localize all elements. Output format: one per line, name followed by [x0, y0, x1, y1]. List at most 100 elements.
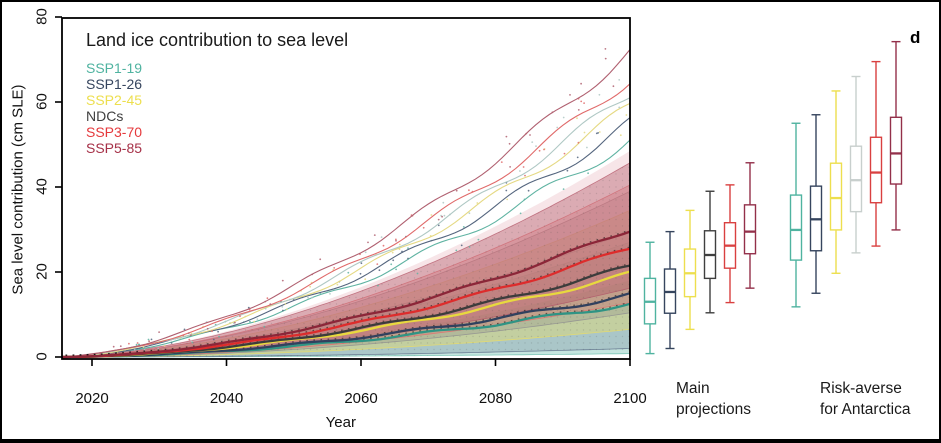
- boxplot-main-SSP5-85: [743, 162, 757, 289]
- scatter-dot: [309, 285, 312, 288]
- scatter-dot: [289, 298, 291, 301]
- boxplot-main-NDCs: [703, 190, 717, 314]
- scatter-dot: [190, 340, 193, 343]
- median-line-SSP1-26: [62, 292, 630, 359]
- legend-item-NDCs: NDCs: [86, 108, 124, 124]
- scatter-dot: [612, 85, 615, 88]
- scatter-dot: [378, 269, 381, 272]
- scatter-dot: [266, 297, 269, 300]
- scatter-dot: [311, 296, 313, 299]
- boxplot-main-SSP2-45: [683, 209, 697, 331]
- scatter-dot: [538, 149, 541, 152]
- scatter-dot: [508, 142, 511, 145]
- scatter-dot: [519, 212, 522, 215]
- boxplot-main-SSP1-19: [643, 241, 657, 355]
- scatter-dot: [460, 244, 463, 247]
- scatter-dot: [429, 235, 432, 237]
- scatter-dot: [359, 272, 362, 275]
- scatter-dot: [407, 247, 409, 250]
- median-line-SSP5-85: [62, 230, 630, 359]
- scatter-dot: [282, 309, 284, 312]
- band-stipple-texture: [62, 162, 630, 357]
- scatter-dot: [377, 284, 379, 287]
- y-tick-label-20: 20: [33, 263, 51, 280]
- scatter-dot: [206, 327, 209, 330]
- group-label-risk-averse: Risk-averse for Antarctica: [820, 380, 911, 418]
- scatter-dot: [285, 308, 288, 311]
- scatter-dot: [443, 214, 446, 217]
- scatter-dot: [395, 268, 397, 271]
- scatter-dot: [217, 330, 220, 333]
- scatter-dot: [551, 111, 554, 114]
- scatter-dot: [218, 335, 220, 338]
- scatter-dot: [455, 249, 458, 252]
- y-axis-title: Sea level contribution (cm SLE): [9, 84, 27, 295]
- scatter-dot: [398, 248, 401, 251]
- scatter-dot: [336, 283, 339, 286]
- scatter-dot: [319, 258, 322, 261]
- group-label-main-projections: Main projections: [676, 380, 751, 418]
- x-tick-label-2060: 2060: [344, 390, 378, 407]
- scatter-dot: [587, 172, 589, 175]
- x-axis-title: Year: [325, 414, 356, 431]
- scatter-dot: [112, 345, 115, 348]
- scatter-dot: [476, 202, 479, 204]
- scatter-dot: [437, 224, 440, 227]
- scatter-dot: [364, 251, 367, 254]
- scatter-dot: [136, 342, 139, 344]
- scatter-dot: [333, 267, 336, 269]
- scatter-dot: [256, 318, 259, 320]
- scatter-dot: [373, 234, 376, 237]
- scatter-dot: [577, 109, 580, 111]
- scatter-dot: [395, 238, 397, 241]
- scatter-dot: [119, 345, 122, 348]
- scatter-dot: [281, 279, 284, 282]
- scatter-dot: [618, 106, 621, 109]
- scatter-dot: [576, 156, 579, 159]
- scatter-dot: [398, 243, 401, 246]
- scatter-dot: [618, 79, 621, 81]
- scatter-dot: [380, 236, 383, 239]
- scatter-dot: [580, 100, 583, 103]
- scatter-dot: [135, 343, 138, 346]
- scatter-dot: [182, 334, 185, 337]
- scatter-dot: [157, 347, 160, 350]
- scatter-dot: [569, 94, 571, 96]
- scatter-dot: [281, 306, 284, 308]
- legend-item-SSP5-85: SSP5-85: [86, 140, 143, 156]
- scatter-dot: [468, 246, 471, 248]
- scatter-dot: [529, 134, 531, 136]
- chart-title: Land ice contribution to sea level: [86, 30, 349, 50]
- scatter-dot: [347, 271, 350, 274]
- scatter-dot: [449, 213, 451, 216]
- boxplot-risk-averse-NDCs: [849, 75, 863, 254]
- scatter-dot: [455, 189, 458, 192]
- y-tick-label-40: 40: [33, 178, 51, 195]
- scatter-dot: [586, 146, 588, 149]
- scatter-dot: [311, 273, 314, 276]
- scatter-dot: [583, 131, 586, 134]
- scatter-dot: [183, 328, 186, 331]
- scatter-dot: [367, 241, 369, 244]
- scatter-dot: [392, 259, 395, 262]
- scatter-dot: [138, 343, 140, 346]
- scatter-dot: [580, 82, 582, 85]
- scatter-dot: [234, 321, 236, 324]
- scatter-dot: [390, 263, 393, 266]
- scatter-dot: [505, 135, 508, 138]
- scatter-dot: [430, 214, 433, 216]
- scatter-dot: [576, 117, 578, 120]
- scatter-dot: [604, 48, 607, 50]
- scatter-dot: [263, 325, 266, 328]
- legend-item-SSP2-45: SSP2-45: [86, 92, 143, 108]
- scatter-dot: [244, 315, 247, 318]
- scatter-dot: [519, 170, 521, 172]
- scatter-dot: [509, 166, 511, 168]
- scatter-dot: [307, 296, 309, 299]
- scatter-dot: [577, 141, 580, 144]
- scatter-dot: [442, 201, 445, 204]
- scatter-dot: [264, 307, 267, 310]
- scatter-dot: [556, 126, 559, 129]
- scatter-dot: [329, 293, 331, 295]
